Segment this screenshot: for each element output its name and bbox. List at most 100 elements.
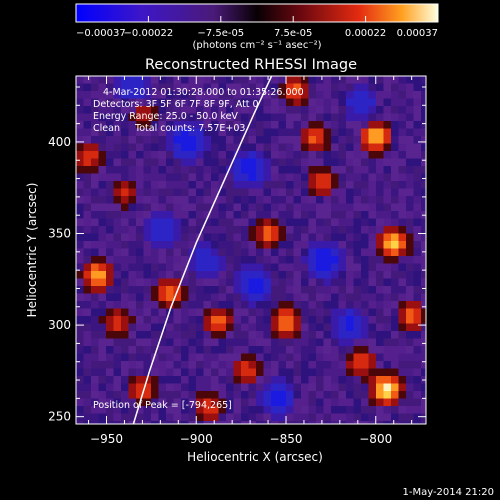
- heatmap-cell: [121, 286, 129, 294]
- heatmap-cell: [128, 203, 137, 212]
- heatmap-cell: [323, 256, 332, 264]
- heatmap-cell: [158, 413, 167, 422]
- heatmap-cell: [76, 361, 84, 369]
- heatmap-cell: [421, 338, 426, 347]
- heatmap-cell: [353, 98, 362, 107]
- heatmap-cell: [413, 398, 422, 407]
- heatmap-cell: [226, 218, 234, 227]
- heatmap-cell: [286, 98, 294, 107]
- heatmap-cell: [136, 113, 144, 122]
- heatmap-cell: [218, 346, 227, 354]
- heatmap-cell: [368, 196, 377, 204]
- heatmap-cell: [188, 121, 197, 129]
- heatmap-cell: [203, 413, 212, 422]
- heatmap-cell: [83, 338, 92, 347]
- heatmap-cell: [376, 331, 384, 339]
- heatmap-cell: [136, 83, 144, 92]
- heatmap-cell: [128, 391, 137, 399]
- heatmap-cell: [158, 233, 167, 242]
- heatmap-cell: [383, 398, 392, 407]
- heatmap-cell: [203, 398, 212, 407]
- heatmap-cell: [76, 143, 84, 152]
- heatmap-cell: [113, 113, 122, 122]
- heatmap-cell: [83, 166, 92, 174]
- heatmap-cell: [286, 128, 294, 137]
- heatmap-cell: [211, 83, 219, 92]
- heatmap-cell: [91, 113, 99, 122]
- heatmap-cell: [173, 241, 182, 249]
- heatmap-cell: [338, 113, 347, 122]
- heatmap-cell: [113, 368, 122, 377]
- heatmap-cell: [353, 241, 362, 249]
- heatmap-cell: [368, 181, 377, 189]
- heatmap-cell: [301, 128, 309, 137]
- heatmap-cell: [376, 226, 384, 234]
- heatmap-cell: [83, 308, 92, 317]
- heatmap-cell: [211, 293, 219, 302]
- heatmap-cell: [173, 173, 182, 182]
- heatmap-cell: [301, 331, 309, 339]
- heatmap-cell: [211, 271, 219, 279]
- heatmap-cell: [188, 136, 197, 144]
- heatmap-cell: [188, 301, 197, 309]
- heatmap-cell: [203, 113, 212, 122]
- heatmap-cell: [338, 83, 347, 92]
- heatmap-cell: [173, 211, 182, 219]
- heatmap-cell: [368, 158, 377, 167]
- heatmap-cell: [421, 98, 426, 107]
- heatmap-cell: [413, 188, 422, 197]
- heatmap-cell: [83, 218, 92, 227]
- heatmap-cell: [316, 271, 324, 279]
- heatmap-cell: [98, 121, 107, 129]
- heatmap-cell: [421, 158, 426, 167]
- heatmap-cell: [398, 128, 407, 137]
- heatmap-cell: [151, 83, 159, 92]
- heatmap-cell: [136, 346, 144, 354]
- heatmap-cell: [338, 331, 347, 339]
- heatmap-cell: [98, 83, 107, 92]
- heatmap-cell: [338, 188, 347, 197]
- heatmap-cell: [293, 293, 302, 302]
- heatmap-cell: [196, 293, 204, 302]
- heatmap-cell: [241, 301, 249, 309]
- heatmap-cell: [346, 383, 354, 392]
- heatmap-cell: [233, 113, 242, 122]
- heatmap-cell: [91, 316, 99, 324]
- heatmap-cell: [271, 406, 279, 414]
- heatmap-cell: [166, 293, 174, 302]
- heatmap-cell: [353, 263, 362, 272]
- heatmap-cell: [271, 166, 279, 174]
- heatmap-cell: [271, 293, 279, 302]
- heatmap-cell: [271, 143, 279, 152]
- heatmap-cell: [128, 331, 137, 339]
- heatmap-cell: [308, 338, 317, 347]
- heatmap-cell: [346, 398, 354, 407]
- heatmap-cell: [376, 398, 384, 407]
- heatmap-cell: [211, 421, 219, 424]
- heatmap-cell: [211, 376, 219, 384]
- heatmap-cell: [391, 323, 399, 332]
- heatmap-cell: [83, 83, 92, 92]
- heatmap-cell: [316, 406, 324, 414]
- heatmap-cell: [151, 158, 159, 167]
- heatmap-cell: [181, 263, 189, 272]
- heatmap-cell: [91, 158, 99, 167]
- heatmap-cell: [128, 91, 137, 99]
- heatmap-cell: [248, 203, 257, 212]
- heatmap-cell: [338, 151, 347, 159]
- heatmap-cell: [181, 421, 189, 424]
- heatmap-cell: [383, 301, 392, 309]
- heatmap-cell: [173, 256, 182, 264]
- heatmap-cell: [91, 173, 99, 182]
- heatmap-cell: [158, 278, 167, 287]
- heatmap-cell: [151, 76, 159, 84]
- heatmap-cell: [301, 166, 309, 174]
- heatmap-cell: [98, 293, 107, 302]
- heatmap-cell: [76, 331, 84, 339]
- heatmap-cell: [91, 301, 99, 309]
- heatmap-cell: [91, 346, 99, 354]
- heatmap-cell: [323, 361, 332, 369]
- heatmap-cell: [98, 331, 107, 339]
- heatmap-cell: [383, 263, 392, 272]
- heatmap-cell: [406, 106, 414, 114]
